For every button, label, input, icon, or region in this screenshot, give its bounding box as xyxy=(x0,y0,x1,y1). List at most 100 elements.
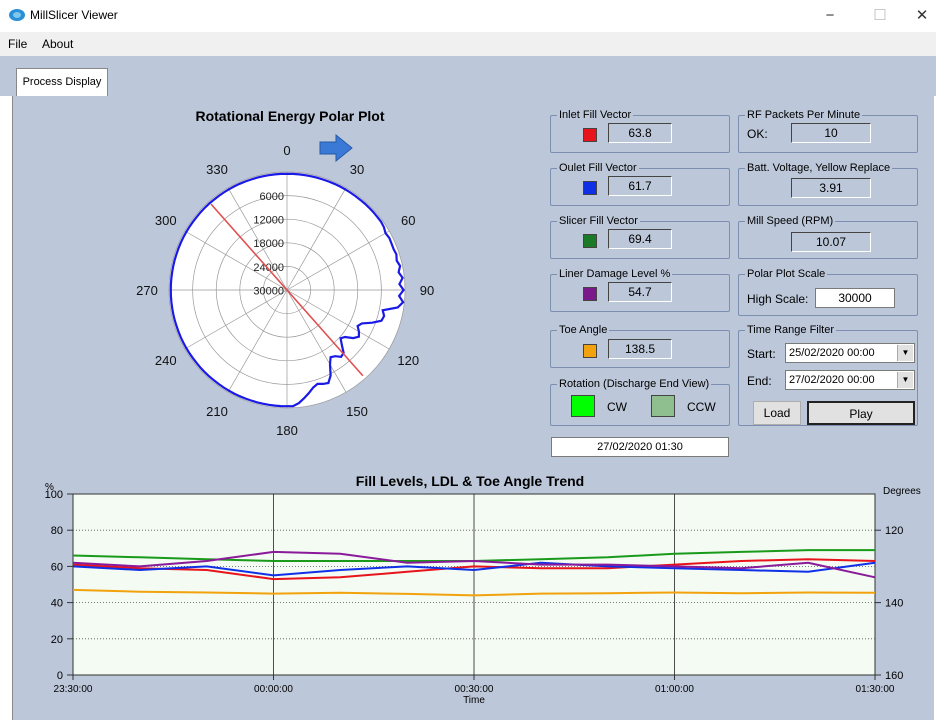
start-date-value: 25/02/2020 00:00 xyxy=(789,347,875,359)
polar-spoke xyxy=(184,230,288,291)
time-range-title: Time Range Filter xyxy=(745,324,837,336)
polar-radial-label: 24000 xyxy=(253,262,284,274)
outlet-color-swatch xyxy=(583,181,597,195)
polar-spoke xyxy=(286,187,347,291)
play-button[interactable]: Play xyxy=(807,401,915,425)
y2-tick-label: 120 xyxy=(885,525,903,537)
battery-value: 3.91 xyxy=(791,178,871,198)
mill-speed-title: Mill Speed (RPM) xyxy=(745,215,836,227)
menu-bar xyxy=(0,32,936,56)
start-dropdown-icon[interactable]: ▼ xyxy=(897,345,913,361)
polar-angle-label: 240 xyxy=(155,353,177,368)
polar-spoke xyxy=(227,289,288,393)
liner-damage-group: Liner Damage Level % 54.7 xyxy=(550,268,730,312)
window-title: MillSlicer Viewer xyxy=(30,8,118,22)
end-dropdown-icon[interactable]: ▼ xyxy=(897,372,913,388)
liner-damage-value: 54.7 xyxy=(608,282,672,302)
end-label: End: xyxy=(747,374,772,388)
x-tick-label: 00:30:00 xyxy=(455,684,494,695)
energy-trace xyxy=(169,172,405,408)
y-tick-label: 60 xyxy=(51,561,63,573)
rf-packets-title: RF Packets Per Minute xyxy=(745,109,863,121)
inlet-fill-value: 63.8 xyxy=(608,123,672,143)
tab-process-display[interactable]: Process Display xyxy=(16,68,108,96)
polar-radial-label: 30000 xyxy=(253,285,284,297)
mill-speed-value: 10.07 xyxy=(791,232,871,252)
battery-title: Batt. Voltage, Yellow Replace xyxy=(745,162,893,174)
polar-angle-label: 270 xyxy=(136,283,158,298)
polar-radial-label: 12000 xyxy=(253,215,284,227)
polar-angle-label: 0 xyxy=(283,143,290,158)
polar-radial-label: 18000 xyxy=(253,238,284,250)
maximize-button[interactable]: ☐ xyxy=(873,7,887,24)
trend-series-line xyxy=(72,588,876,597)
cw-indicator xyxy=(571,395,595,417)
x-tick-label: 01:30:00 xyxy=(856,684,895,695)
inlet-fill-title: Inlet Fill Vector xyxy=(557,109,634,121)
slicer-color-swatch xyxy=(583,234,597,248)
y-tick-label: 0 xyxy=(57,670,63,682)
polar-plot: 6000 12000 18000 24000 30000 0 30 60 90 120 150 180… xyxy=(136,133,434,438)
outlet-fill-value: 61.7 xyxy=(608,176,672,196)
start-label: Start: xyxy=(747,347,776,361)
polar-scale-title: Polar Plot Scale xyxy=(745,268,828,280)
polar-angle-label: 150 xyxy=(346,404,368,419)
app-icon xyxy=(9,9,25,21)
polar-angle-label: 180 xyxy=(276,423,298,438)
polar-plot-title: Rotational Energy Polar Plot xyxy=(195,108,385,124)
toe-angle-line xyxy=(210,203,364,377)
polar-spoke xyxy=(286,230,390,291)
end-date-picker[interactable]: 27/02/2020 00:00 ▼ xyxy=(785,370,915,390)
inlet-fill-group: Inlet Fill Vector 63.8 xyxy=(550,109,730,153)
rf-ok-label: OK: xyxy=(747,127,768,141)
x-axis-label: Time xyxy=(463,695,485,706)
time-range-group: Time Range Filter Start: 25/02/2020 00:0… xyxy=(738,324,918,426)
polar-spoke xyxy=(184,289,288,350)
trend-title: Fill Levels, LDL & Toe Angle Trend xyxy=(355,473,585,489)
start-date-picker[interactable]: 25/02/2020 00:00 ▼ xyxy=(785,343,915,363)
mill-speed-group: Mill Speed (RPM) 10.07 xyxy=(738,215,918,259)
trend-series-line xyxy=(72,561,876,577)
polar-radial-label: 6000 xyxy=(260,191,284,203)
trend-series-line xyxy=(72,550,876,579)
outlet-fill-group: Oulet Fill Vector 61.7 xyxy=(550,162,730,206)
slicer-fill-value: 69.4 xyxy=(608,229,672,249)
menu-about[interactable]: About xyxy=(42,37,74,51)
inlet-color-swatch xyxy=(583,128,597,142)
high-scale-label: High Scale: xyxy=(747,292,809,306)
y-tick-label: 100 xyxy=(45,489,63,501)
polar-angle-label: 90 xyxy=(420,283,434,298)
load-button[interactable]: Load xyxy=(753,401,801,425)
polar-angle-label: 120 xyxy=(397,353,419,368)
polar-spoke xyxy=(286,289,390,350)
polar-angle-label: 300 xyxy=(155,213,177,228)
battery-group: Batt. Voltage, Yellow Replace 3.91 xyxy=(738,162,918,206)
left-unit-label: % xyxy=(45,482,54,493)
polar-angle-label: 60 xyxy=(401,213,415,228)
ccw-indicator xyxy=(651,395,675,417)
polar-angle-label: 330 xyxy=(206,162,228,177)
right-unit-label: Degrees xyxy=(883,486,921,497)
polar-angle-label: 210 xyxy=(206,404,228,419)
close-button[interactable]: ✕ xyxy=(915,7,929,24)
slicer-fill-group: Slicer Fill Vector 69.4 xyxy=(550,215,730,259)
rf-packets-group: RF Packets Per Minute OK: 10 xyxy=(738,109,918,153)
slicer-fill-title: Slicer Fill Vector xyxy=(557,215,640,227)
high-scale-input[interactable]: 30000 xyxy=(815,288,895,308)
menu-file[interactable]: File xyxy=(8,37,28,51)
rotation-arrow-icon xyxy=(319,133,353,163)
outlet-fill-title: Oulet Fill Vector xyxy=(557,162,639,174)
polar-spoke xyxy=(286,289,347,393)
x-tick-label: 00:00:00 xyxy=(254,684,293,695)
y2-tick-label: 140 xyxy=(885,598,903,610)
minimize-button[interactable]: − xyxy=(825,7,835,24)
ldl-color-swatch xyxy=(583,287,597,301)
x-tick-label: 01:00:00 xyxy=(655,684,694,695)
end-date-value: 27/02/2020 00:00 xyxy=(789,374,875,386)
cw-label: CW xyxy=(607,400,627,414)
liner-damage-title: Liner Damage Level % xyxy=(557,268,673,280)
title-bar xyxy=(0,0,936,32)
current-datetime: 27/02/2020 01:30 xyxy=(551,437,729,457)
y-tick-label: 20 xyxy=(51,634,63,646)
ccw-label: CCW xyxy=(687,400,716,414)
